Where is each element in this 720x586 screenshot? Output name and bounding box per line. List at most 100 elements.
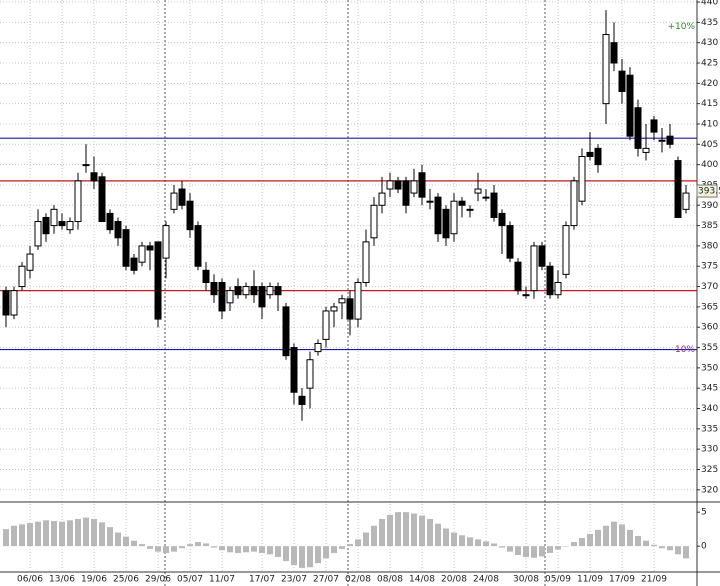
x-tick-label: 24/08 (473, 575, 499, 585)
candle-body (546, 265, 554, 296)
candle-body (562, 225, 570, 275)
candle-body (274, 286, 282, 296)
candle-body (58, 221, 66, 227)
candle-body (618, 70, 626, 92)
oscillator-bar (419, 515, 425, 547)
oscillator-bar (75, 518, 81, 547)
y-tick-label: 380 (701, 241, 718, 251)
candle-body (474, 188, 482, 194)
oscillator-bar (499, 546, 505, 548)
candle-body (26, 253, 34, 271)
oscillator-bar (67, 520, 73, 547)
candle-body (354, 282, 362, 320)
oscillator-bar (515, 546, 521, 555)
candle-body (2, 290, 10, 316)
candle-body (74, 180, 82, 223)
candle-body (66, 221, 74, 231)
oscillator-bar (203, 543, 209, 547)
candle-body (666, 135, 674, 145)
candle-body (674, 160, 682, 218)
y-tick-label: 370 (701, 282, 718, 292)
candle-body (490, 192, 498, 218)
candle-body (642, 147, 650, 153)
y-tick-label: 320 (701, 485, 718, 495)
candle-body (682, 192, 690, 210)
candle-body (106, 212, 114, 231)
candle-body (386, 180, 394, 190)
y-tick-label: 355 (701, 343, 718, 353)
candle-body (122, 229, 130, 267)
oscillator-bar (363, 532, 369, 547)
x-tick-label: 05/09 (545, 575, 571, 585)
oscillator-bar (555, 546, 561, 550)
oscillator-bar (483, 541, 489, 547)
oscillator-bar (123, 536, 129, 547)
y-tick-label: 410 (701, 119, 718, 129)
y-tick-label: 340 (701, 404, 718, 414)
candle-body (322, 310, 330, 340)
x-tick-label: 21/09 (641, 575, 667, 585)
candle-body (90, 172, 98, 182)
oscillator-bar (195, 542, 201, 547)
oscillator-bar (219, 546, 225, 551)
oscillator-bar (43, 520, 49, 547)
oscillator-bar (267, 546, 273, 555)
x-tick-label: 17/07 (249, 575, 275, 585)
candle-body (466, 208, 474, 211)
candle-body (210, 282, 218, 296)
x-tick-label: 17/09 (609, 575, 635, 585)
x-tick-label: 13/06 (49, 575, 75, 585)
candle-body (258, 286, 266, 308)
oscillator-bar (611, 521, 617, 547)
oscillator-bar (395, 512, 401, 547)
oscillator-bar (51, 521, 57, 547)
candle-body (530, 245, 538, 292)
oscillator-bar (35, 521, 41, 547)
y-tick-label: 325 (701, 465, 718, 475)
candle-body (34, 221, 42, 247)
y-tick-label: 390 (701, 201, 718, 211)
oscillator-bar (187, 544, 193, 547)
oscillator-bar (675, 546, 681, 555)
candle-body (498, 212, 506, 227)
x-tick-label: 11/09 (577, 575, 603, 585)
oscillator-bar (571, 542, 577, 547)
candle-body (610, 42, 618, 64)
candle-body (202, 269, 210, 284)
candle-body (154, 241, 162, 320)
oscillator-bar (275, 546, 281, 558)
candle-body (50, 208, 58, 227)
candle-body (426, 200, 434, 203)
candle-body (658, 139, 666, 142)
oscillator-bar (107, 527, 113, 547)
oscillator-bar (563, 546, 569, 547)
candle-body (554, 282, 562, 296)
candle-body (298, 395, 306, 405)
y-tick-label: 345 (701, 384, 718, 394)
x-tick-label: 06/06 (17, 575, 43, 585)
oscillator-bar (379, 518, 385, 547)
candle-body (234, 286, 242, 296)
oscillator-bar (435, 523, 441, 547)
candle-body (410, 180, 418, 194)
candle-body (242, 286, 250, 296)
candle-body (578, 155, 586, 202)
candle-body (626, 74, 634, 137)
oscillator-bar (139, 544, 145, 547)
candle-body (434, 196, 442, 235)
candle-body (306, 359, 314, 389)
oscillator-bar (307, 546, 313, 568)
oscillator-bar (147, 546, 153, 549)
candle-body (138, 245, 146, 263)
oscillator-bar (155, 546, 161, 552)
oscillator-bar (179, 546, 185, 549)
y-tick-label: 365 (701, 302, 718, 312)
x-tick-label: 19/06 (81, 575, 107, 585)
oscillator-bar (387, 514, 393, 547)
candle-body (634, 107, 642, 149)
oscillator-bar (595, 529, 601, 547)
oscillator-bar (683, 546, 689, 559)
oscillator-bar (643, 540, 649, 547)
candle-body (602, 34, 610, 105)
